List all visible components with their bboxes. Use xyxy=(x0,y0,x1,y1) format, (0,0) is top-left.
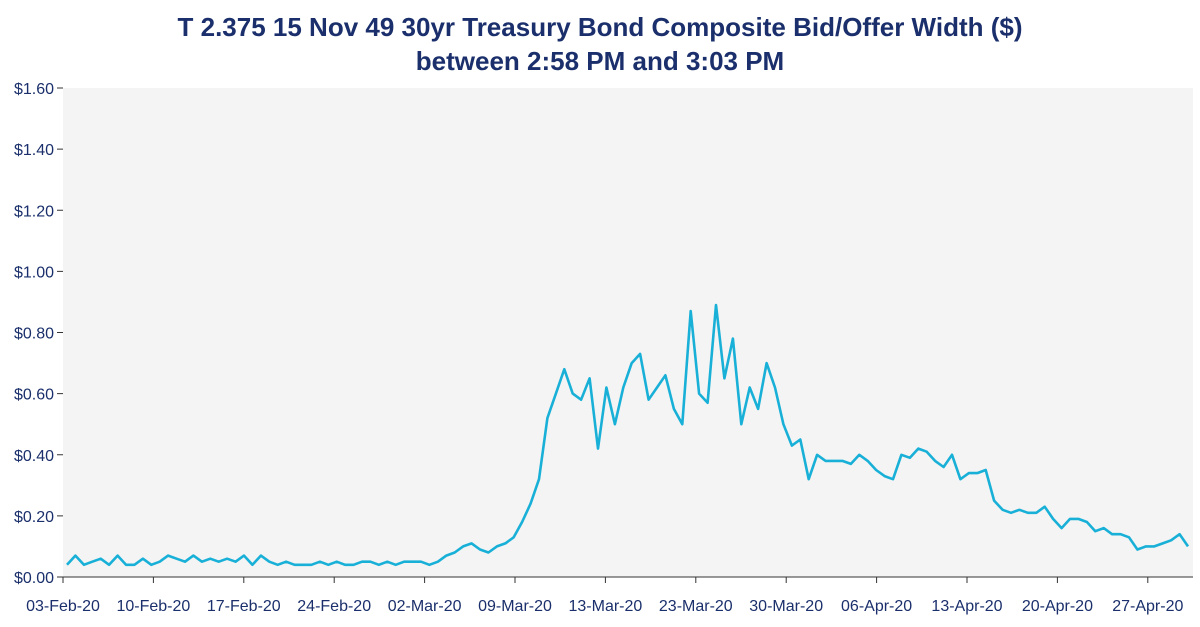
y-tick-label: $0.80 xyxy=(14,326,54,343)
y-tick-label: $1.00 xyxy=(14,264,54,281)
x-tick-label: 02-Mar-20 xyxy=(388,598,462,615)
x-tick-label: 24-Feb-20 xyxy=(297,598,371,615)
x-tick-label: 03-Feb-20 xyxy=(26,598,100,615)
chart-title: T 2.375 15 Nov 49 30yr Treasury Bond Com… xyxy=(177,12,1023,42)
x-tick-label: 09-Mar-20 xyxy=(478,598,552,615)
x-tick-label: 30-Mar-20 xyxy=(749,598,823,615)
y-tick-label: $0.40 xyxy=(14,448,54,465)
x-tick-label: 23-Mar-20 xyxy=(659,598,733,615)
x-tick-label: 10-Feb-20 xyxy=(116,598,190,615)
x-tick-label: 27-Apr-20 xyxy=(1112,598,1183,615)
y-tick-label: $1.20 xyxy=(14,203,54,220)
y-tick-label: $1.40 xyxy=(14,142,54,159)
x-tick-label: 20-Apr-20 xyxy=(1022,598,1093,615)
y-tick-label: $0.20 xyxy=(14,509,54,526)
y-tick-label: $1.60 xyxy=(14,81,54,98)
series-line xyxy=(66,303,1190,567)
x-tick-label: 17-Feb-20 xyxy=(207,598,281,615)
chart-subtitle: between 2:58 PM and 3:03 PM xyxy=(415,46,785,76)
y-tick-label: $0.00 xyxy=(14,570,54,587)
x-tick-label: 13-Mar-20 xyxy=(568,598,642,615)
series-layer xyxy=(66,303,1190,567)
y-axis: $0.00 $0.20 $0.40 $0.60 $0.80 $1.00 $1.20 $1.40… xyxy=(14,81,63,587)
plot-area xyxy=(63,88,1193,577)
x-tick-label: 06-Apr-20 xyxy=(841,598,912,615)
y-tick-label: $0.60 xyxy=(14,387,54,404)
x-axis: 03-Feb-20 10-Feb-20 17-Feb-20 24-Feb-20 02-M… xyxy=(26,576,1193,615)
x-tick-label: 13-Apr-20 xyxy=(931,598,1002,615)
